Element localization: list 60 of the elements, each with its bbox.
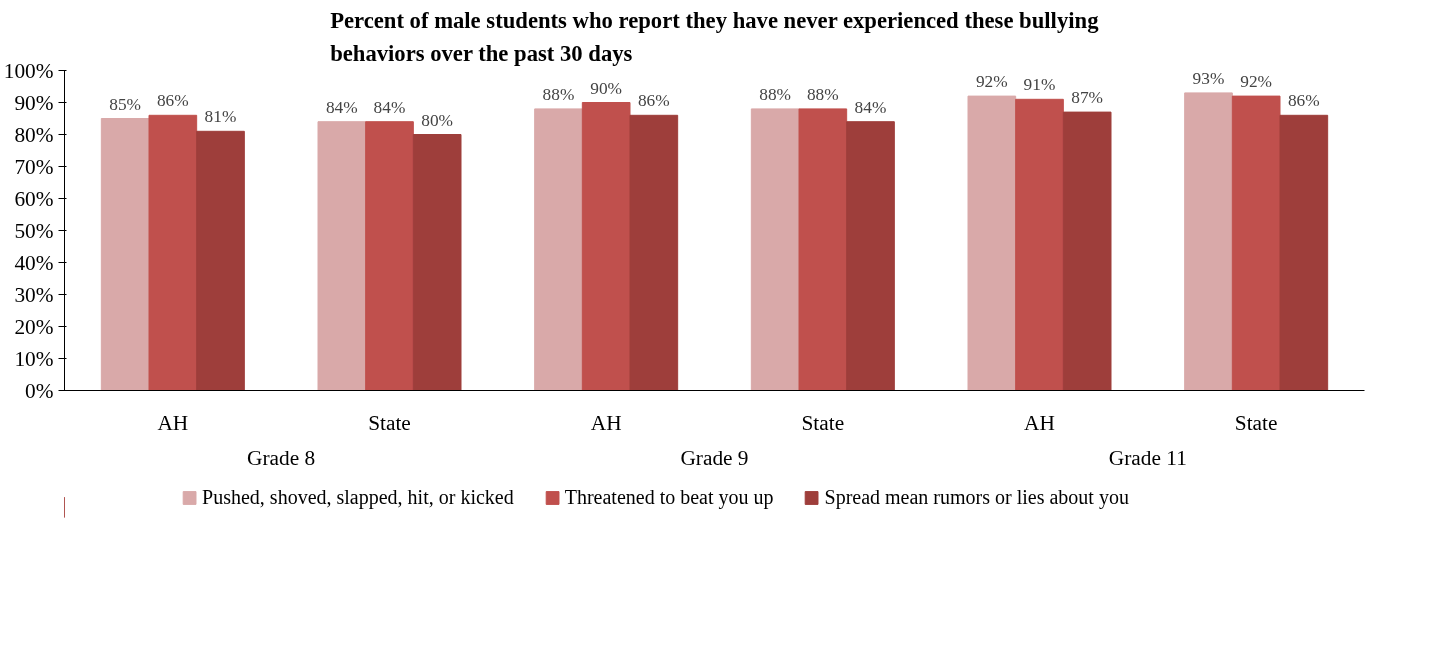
x-tick-label: AH <box>590 410 622 435</box>
y-tick-label: 50% <box>14 218 54 243</box>
x-tick-label: AH <box>1024 410 1055 435</box>
text: Grade 11 <box>1108 445 1187 470</box>
legend-label: Spread mean rumors or lies about you <box>824 485 1129 509</box>
data-label: 84% <box>325 97 358 117</box>
x-tick-label: State <box>801 410 845 435</box>
data-label: 92% <box>1240 72 1273 92</box>
bar <box>1184 92 1233 391</box>
y-tick-label: 30% <box>14 282 54 307</box>
chart-title: Percent of male students who report they have never experienced these bullying behaviors over the past 30 days <box>330 8 1100 66</box>
y-tick-label: 80% <box>14 122 54 147</box>
bar <box>148 114 198 391</box>
bar <box>1015 98 1064 391</box>
data-label: 91% <box>1023 75 1056 95</box>
bar <box>750 108 800 391</box>
y-tick-label: 90% <box>14 90 54 115</box>
bar <box>581 102 631 391</box>
bar <box>534 108 583 391</box>
y-tick-label: 60% <box>14 186 54 211</box>
bar <box>196 130 245 391</box>
data-label: 80% <box>421 110 454 130</box>
y-tick-label: 10% <box>14 346 54 371</box>
bar <box>967 95 1017 391</box>
data-label: 85% <box>109 94 142 114</box>
x-tick-label: State <box>1234 410 1278 435</box>
bar <box>846 121 895 391</box>
data-label: 88% <box>542 84 575 104</box>
bar <box>1062 111 1112 391</box>
data-label: 86% <box>1287 91 1320 111</box>
y-tick-label: 20% <box>14 314 54 339</box>
bar <box>798 108 848 391</box>
legend-label: Threatened to beat you up <box>564 485 774 509</box>
bar <box>317 121 367 391</box>
bar <box>1279 114 1329 391</box>
x-tick-label: State <box>368 410 411 435</box>
text: Grade 8 <box>247 445 316 470</box>
data-label: 93% <box>1192 68 1225 88</box>
text: Grade 9 <box>680 445 749 470</box>
data-label: 88% <box>759 84 792 104</box>
y-tick-label: 70% <box>14 154 54 179</box>
x-tick-label: AH <box>157 410 189 435</box>
y-tick-label: 0% <box>25 378 54 403</box>
y-tick-label: 100% <box>3 58 54 83</box>
data-label: 90% <box>590 78 623 98</box>
bar <box>412 134 462 391</box>
bar <box>100 118 150 391</box>
bar <box>1231 95 1281 391</box>
bar <box>629 114 679 391</box>
data-label: 92% <box>975 72 1008 92</box>
data-label: 84% <box>854 97 887 117</box>
legend-label: Pushed, shoved, slapped, hit, or kicked <box>202 485 514 509</box>
data-label: 87% <box>1071 88 1104 108</box>
data-label: 81% <box>204 107 237 127</box>
bar <box>365 121 414 391</box>
data-label: 86% <box>637 91 670 111</box>
data-label: 86% <box>156 91 189 111</box>
y-tick-label: 40% <box>14 250 54 275</box>
data-label: 84% <box>373 97 406 117</box>
data-label: 88% <box>806 84 839 104</box>
